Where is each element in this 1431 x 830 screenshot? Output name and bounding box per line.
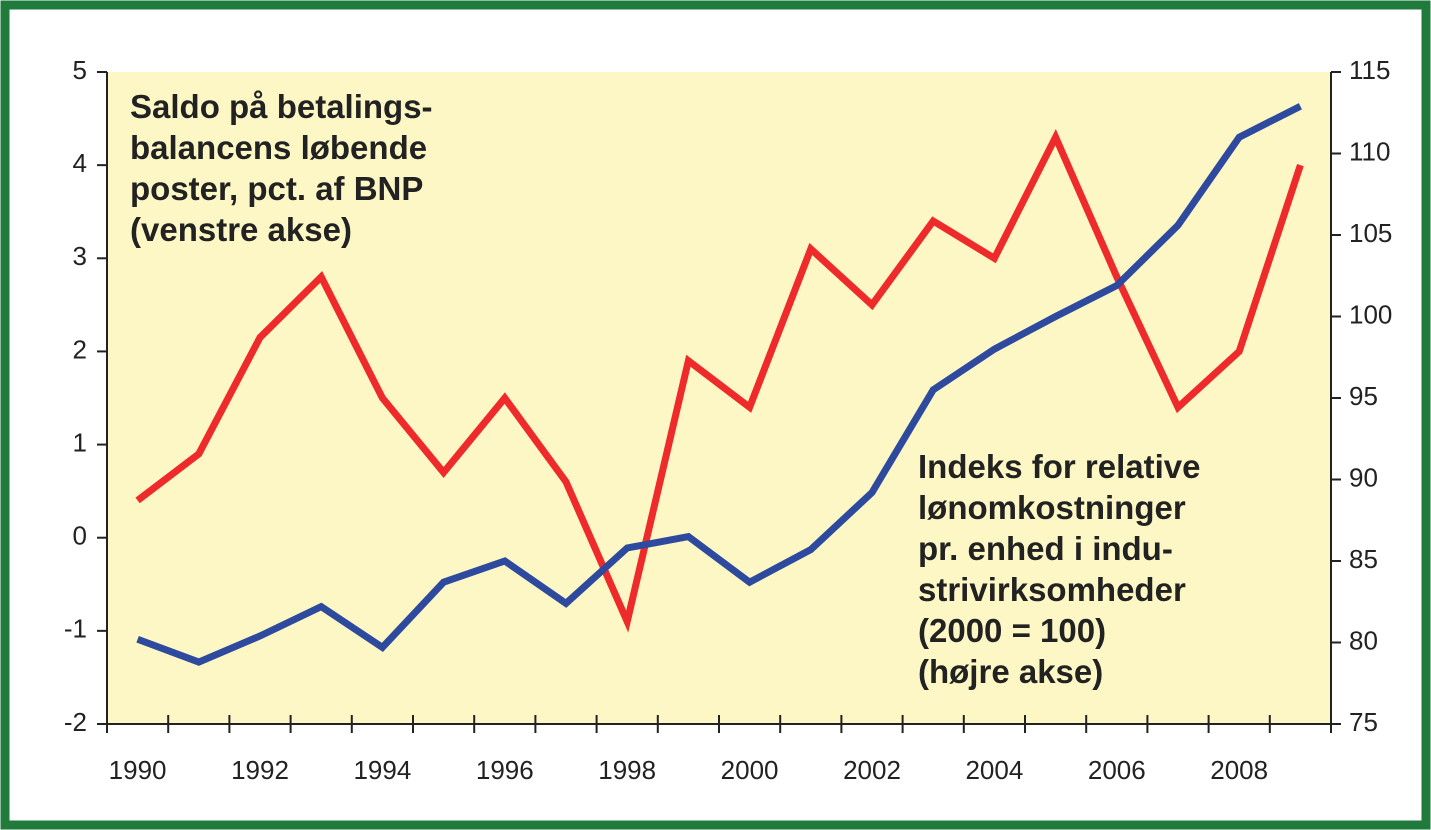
y2-tick-label: 105 [1349, 218, 1392, 248]
y-tick-label: 5 [73, 55, 87, 85]
y-tick-label: -2 [64, 707, 87, 737]
x-tick-label: 1994 [353, 755, 411, 785]
y2-tick-label: 100 [1349, 299, 1392, 329]
annotation-line: pr. enhed i indu- [918, 530, 1173, 567]
x-tick-label: 2006 [1088, 755, 1146, 785]
line-series [136, 103, 1302, 666]
y-tick-label: -1 [64, 614, 87, 644]
annotation-line: lønomkostninger [918, 489, 1186, 526]
x-tick-label: 2000 [721, 755, 779, 785]
y2-tick-label: 85 [1349, 544, 1378, 574]
annotation-line: (højre akse) [918, 653, 1103, 690]
line-series [135, 128, 1304, 633]
annotation-line: poster, pct. af BNP [130, 170, 423, 207]
annotation-line: (venstre akse) [130, 211, 352, 248]
y2-tick-label: 115 [1349, 55, 1390, 85]
annotation-line: balancens løbende [130, 129, 427, 166]
y-tick-label: 1 [73, 427, 87, 457]
y2-tick-label: 95 [1349, 381, 1378, 411]
y-tick-label: 0 [73, 521, 87, 551]
y2-tick-label: 90 [1349, 462, 1378, 492]
x-tick-label: 1990 [109, 755, 167, 785]
annotation-line: strivirksomheder [918, 571, 1186, 608]
x-tick-label: 2004 [965, 755, 1023, 785]
y-tick-label: 4 [73, 148, 87, 178]
y-tick-label: 2 [73, 334, 87, 364]
x-tick-label: 1998 [598, 755, 656, 785]
y2-tick-label: 75 [1349, 707, 1378, 737]
x-tick-label: 2008 [1210, 755, 1268, 785]
y2-tick-label: 110 [1349, 136, 1390, 166]
y2-tick-label: 80 [1349, 625, 1378, 655]
x-tick-label: 2002 [843, 755, 901, 785]
x-tick-label: 1996 [476, 755, 534, 785]
x-tick-label: 1992 [231, 755, 289, 785]
annotation-line: Indeks for relative [918, 448, 1200, 485]
annotation-line: (2000 = 100) [918, 612, 1106, 649]
y-tick-label: 3 [73, 241, 87, 271]
annotation-line: Saldo på betalings- [130, 88, 433, 125]
